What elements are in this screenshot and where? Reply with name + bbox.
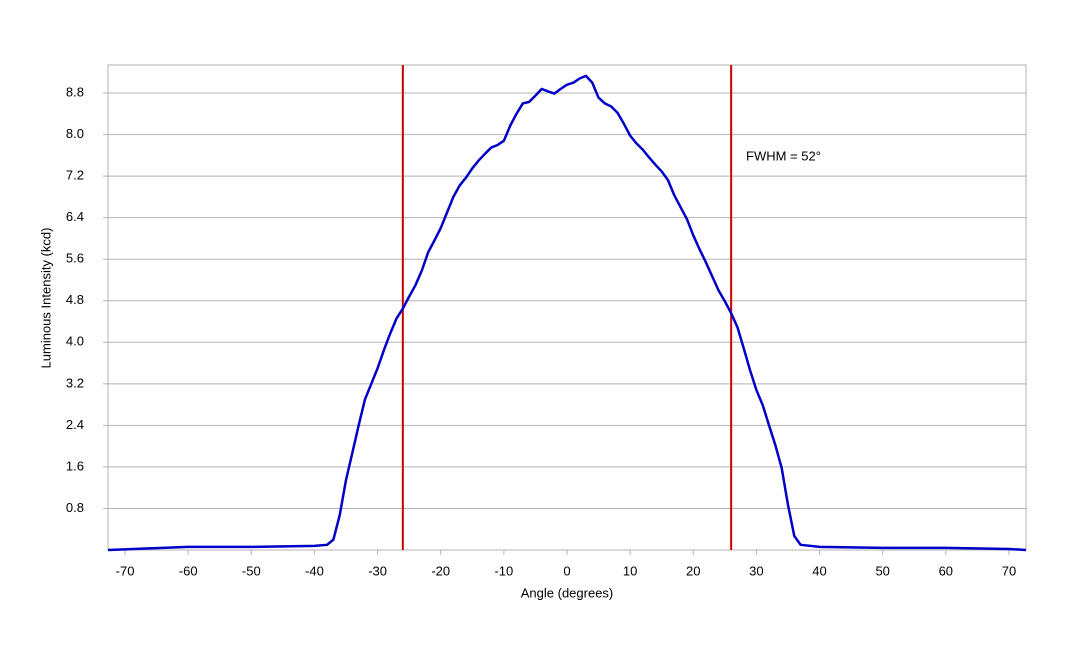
x-tick-label: 60 xyxy=(939,563,953,578)
x-tick-label: -60 xyxy=(179,563,198,578)
x-tick-label: 30 xyxy=(749,563,763,578)
x-tick-label: -20 xyxy=(431,563,450,578)
x-tick-label: -50 xyxy=(242,563,261,578)
y-tick-label: 6.4 xyxy=(66,209,84,224)
data-line xyxy=(107,74,1027,552)
x-tick-label: -10 xyxy=(494,563,513,578)
y-tick-label: 7.2 xyxy=(66,168,84,183)
x-tick-label: 20 xyxy=(686,563,700,578)
x-tick-label: -70 xyxy=(116,563,135,578)
y-tick-label: 8.0 xyxy=(66,126,84,141)
x-tick-label: 40 xyxy=(812,563,826,578)
annotation: FWHM = 52° xyxy=(746,148,821,163)
plot-frame xyxy=(107,64,1027,551)
x-tick-label: 70 xyxy=(1002,563,1016,578)
y-tick-label: 1.6 xyxy=(66,458,84,473)
y-tick-label: 4.0 xyxy=(66,334,84,349)
x-tick-label: 50 xyxy=(875,563,889,578)
y-tick-label: 2.4 xyxy=(66,417,84,432)
y-axis-label: Luminous Intensity (kcd) xyxy=(38,228,53,369)
x-axis-label: Angle (degrees) xyxy=(521,585,614,600)
y-tick-label: 5.6 xyxy=(66,251,84,266)
x-tick-label: 0 xyxy=(563,563,570,578)
y-tick-label: 4.8 xyxy=(66,292,84,307)
y-tick-label: 8.8 xyxy=(66,84,84,99)
x-tick-label: 10 xyxy=(623,563,637,578)
y-tick-label: 0.8 xyxy=(66,500,84,515)
x-tick-label: -40 xyxy=(305,563,324,578)
y-tick-label: 3.2 xyxy=(66,375,84,390)
x-tick-label: -30 xyxy=(368,563,387,578)
